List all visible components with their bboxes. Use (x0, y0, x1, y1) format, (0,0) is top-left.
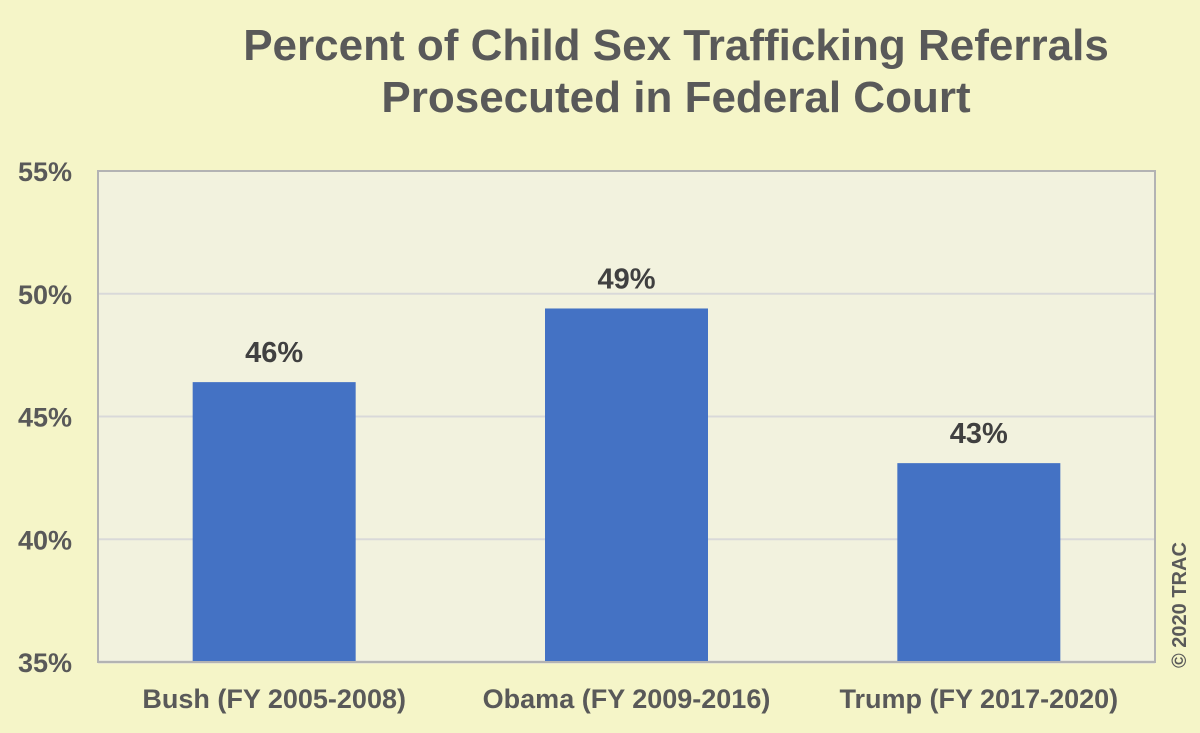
chart-title: Percent of Child Sex Trafficking Referra… (140, 20, 1200, 124)
data-label-2: 43% (950, 418, 1008, 450)
bar-0 (192, 382, 356, 662)
data-labels: 46% 49% 43% (245, 263, 1008, 450)
category-label-0: Bush (FY 2005-2008) (142, 684, 406, 714)
y-tick-label-45: 45% (18, 403, 72, 433)
data-label-1: 49% (597, 263, 655, 295)
bar-2 (897, 463, 1061, 662)
x-axis-categories: Bush (FY 2005-2008) Obama (FY 2009-2016) T… (142, 684, 1118, 714)
category-label-2: Trump (FY 2017-2020) (840, 684, 1119, 714)
y-tick-label-35: 35% (18, 648, 72, 678)
copyright-credit: © 2020 TRAC (1169, 542, 1191, 668)
plot-border (97, 170, 1156, 663)
bar-1 (545, 308, 708, 662)
bars (192, 308, 1061, 662)
chart-title-line-1: Percent of Child Sex Trafficking Referra… (243, 21, 1109, 70)
category-label-1: Obama (FY 2009-2016) (483, 684, 771, 714)
data-label-0: 46% (245, 337, 303, 369)
y-tick-label-50: 50% (18, 280, 72, 310)
chart-title-line-2: Prosecuted in Federal Court (381, 73, 971, 122)
y-tick-label-40: 40% (18, 525, 72, 555)
y-tick-label-55: 55% (18, 157, 72, 187)
y-axis-ticks: 35% 40% 45% 50% 55% (18, 157, 72, 678)
